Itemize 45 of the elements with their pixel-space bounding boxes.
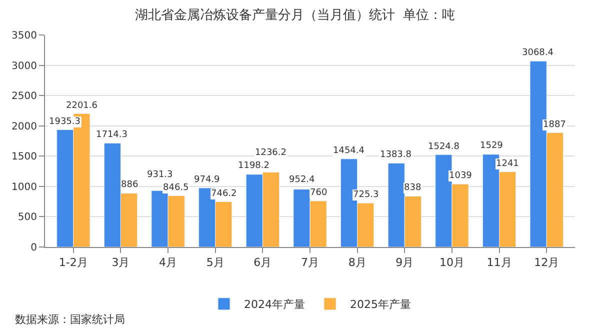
data-label: 3068.4 xyxy=(522,48,554,58)
data-label: 1714.3 xyxy=(96,130,128,140)
x-tick-label: 1-2月 xyxy=(58,256,88,270)
y-tick-label: 1500 xyxy=(12,152,37,163)
y-tick-label: 2000 xyxy=(12,121,37,132)
x-tick-label: 12月 xyxy=(534,256,560,270)
data-label: 846.5 xyxy=(163,183,189,193)
x-tick-label: 5月 xyxy=(206,256,224,270)
data-label: 760 xyxy=(310,188,328,198)
data-label: 1935.3 xyxy=(49,117,80,127)
legend-label: 2025年产量 xyxy=(350,298,411,312)
y-tick-label: 500 xyxy=(18,212,37,224)
data-label: 1383.8 xyxy=(380,150,412,160)
data-label: 1529 xyxy=(480,141,504,151)
data-label: 838 xyxy=(404,183,422,193)
data-label: 931.3 xyxy=(147,170,173,180)
data-label: 1524.8 xyxy=(428,142,460,152)
data-label: 746.2 xyxy=(211,189,237,199)
data-label: 952.4 xyxy=(289,175,316,185)
data-label: 1198.2 xyxy=(238,161,270,171)
y-tick-label: 1000 xyxy=(12,182,37,193)
x-tick-label: 9月 xyxy=(396,256,414,270)
legend-label: 2024年产量 xyxy=(244,298,305,312)
x-tick-label: 8月 xyxy=(348,256,366,270)
y-tick-label: 0 xyxy=(30,242,37,254)
data-label: 2201.6 xyxy=(66,101,98,111)
chart-title: 湖北省金属冶炼设备产量分月（当月值）统计 单位：吨 xyxy=(134,8,456,23)
x-tick-label: 11月 xyxy=(486,256,512,270)
data-label: 1241 xyxy=(496,159,519,169)
x-tick-label: 6月 xyxy=(254,256,272,270)
y-tick-label: 3000 xyxy=(12,60,37,72)
x-tick-label: 10月 xyxy=(439,256,464,270)
data-label: 886 xyxy=(121,180,138,190)
x-tick-label: 4月 xyxy=(159,256,178,270)
x-tick-label: 7月 xyxy=(301,256,319,270)
data-label: 725.3 xyxy=(353,190,379,200)
x-tick-label: 3月 xyxy=(112,256,130,270)
data-label: 1236.2 xyxy=(255,148,286,158)
data-label: 974.9 xyxy=(194,175,220,185)
y-tick-label: 3500 xyxy=(12,30,37,42)
source-note: 数据来源：国家统计局 xyxy=(15,313,125,326)
data-label: 1039 xyxy=(449,171,472,181)
data-label: 1454.4 xyxy=(333,146,365,156)
data-label: 1887 xyxy=(543,120,566,130)
y-tick-label: 2500 xyxy=(12,91,37,102)
